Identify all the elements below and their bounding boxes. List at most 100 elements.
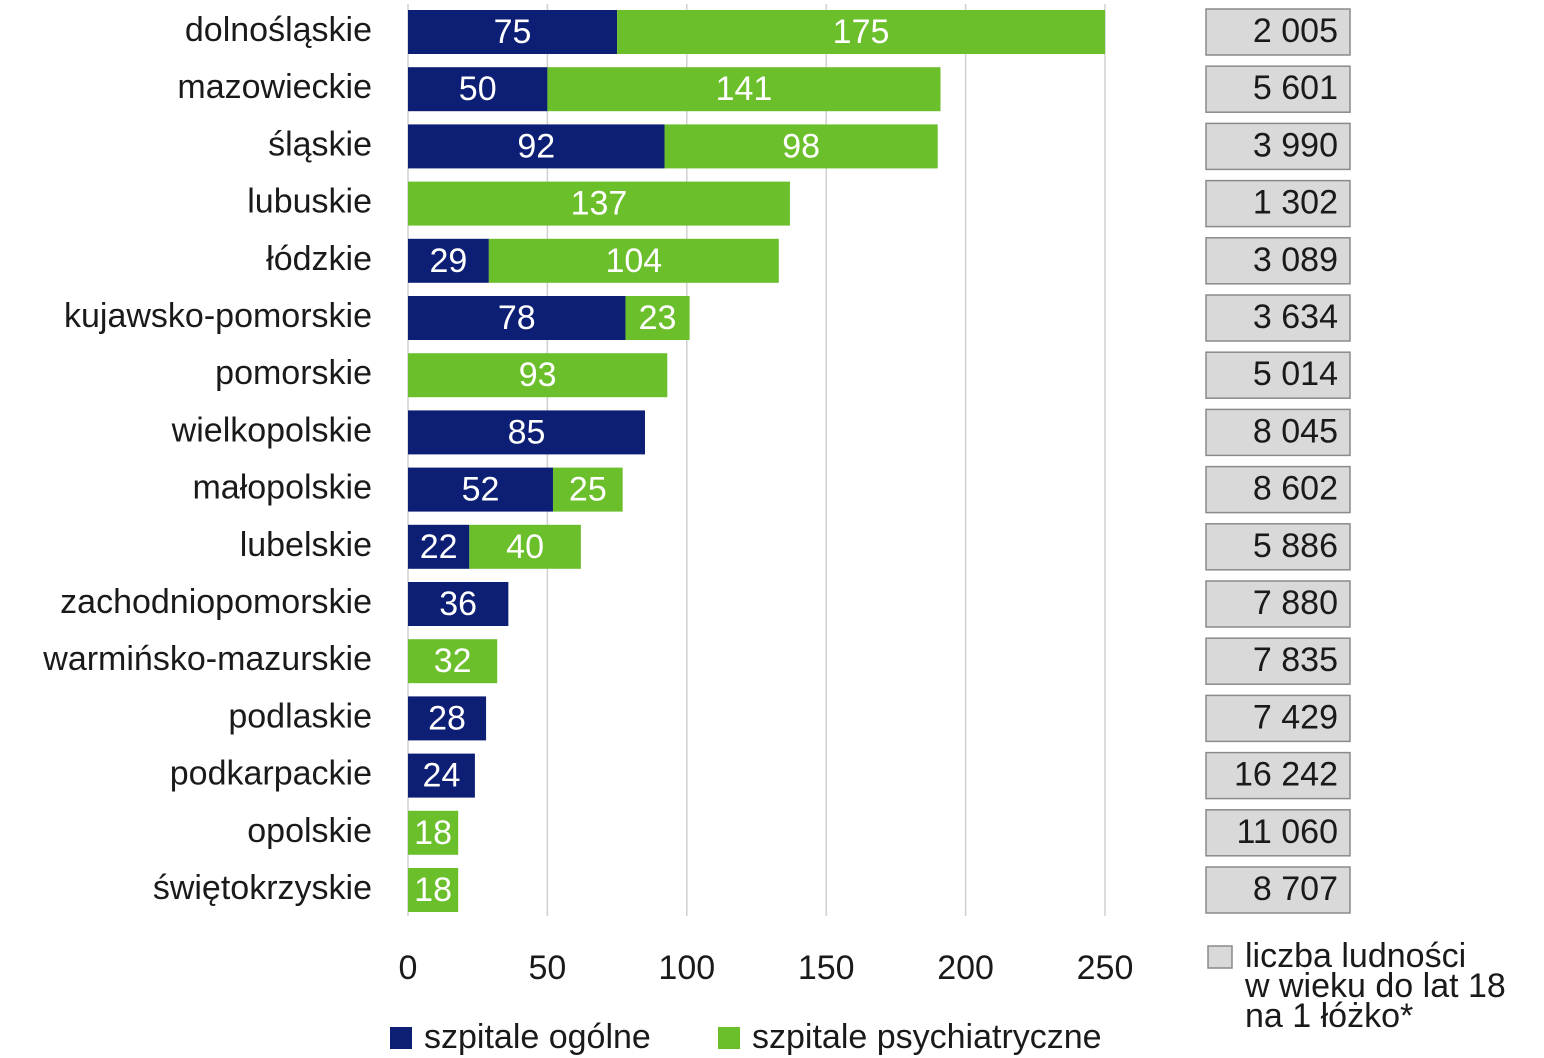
- y-tick-label: wielkopolskie: [171, 411, 372, 449]
- x-tick-label: 0: [399, 949, 418, 987]
- bar-segment: [408, 868, 459, 912]
- side-box: [1205, 179, 1351, 228]
- legend-label: szpitale psychiatryczne: [752, 1018, 1102, 1056]
- bar-segment: [408, 410, 645, 455]
- bar-segment: [408, 67, 548, 112]
- side-box: [1205, 122, 1351, 171]
- data-label: 78: [498, 299, 536, 337]
- data-label: 28: [428, 699, 466, 737]
- bar-segment: [664, 124, 938, 169]
- side-value-label: 8 707: [1253, 870, 1338, 908]
- side-box: [1205, 580, 1351, 628]
- bar-segment: [408, 524, 470, 569]
- bar-segment: [625, 296, 690, 340]
- side-box: [1205, 351, 1351, 399]
- bar-segment: [408, 582, 509, 626]
- x-tick-label: 200: [937, 949, 994, 987]
- data-label: 24: [423, 757, 461, 795]
- legend-swatch: [1207, 945, 1233, 969]
- x-tick-label: 250: [1077, 949, 1134, 987]
- y-tick-label: lubuskie: [247, 183, 372, 221]
- bar-segment: [408, 181, 790, 226]
- bar-segment: [408, 810, 459, 855]
- y-tick-label: dolnośląskie: [185, 11, 372, 49]
- bar-segment: [408, 238, 489, 283]
- bar-segment: [408, 296, 626, 340]
- legend-swatch: [390, 1027, 412, 1049]
- y-tick-label: zachodniopomorskie: [60, 583, 372, 621]
- data-label: 104: [605, 242, 662, 280]
- bar-segment: [469, 524, 581, 569]
- side-value-label: 8 602: [1253, 470, 1338, 508]
- side-value-label: 7 880: [1253, 584, 1338, 622]
- data-label: 18: [414, 871, 452, 909]
- side-value-label: 16 242: [1234, 756, 1338, 794]
- side-value-label: 5 601: [1253, 69, 1338, 107]
- y-tick-label: podkarpackie: [170, 755, 372, 793]
- side-value-label: 5 886: [1253, 527, 1338, 565]
- side-box: [1205, 65, 1351, 113]
- y-tick-label: łódzkie: [266, 240, 372, 278]
- x-tick-label: 100: [658, 949, 715, 987]
- legend-label: szpitale ogólne: [424, 1018, 651, 1056]
- y-tick-label: opolskie: [247, 812, 372, 850]
- x-tick-label: 150: [798, 949, 855, 987]
- bar-segment: [552, 467, 623, 512]
- side-box: [1205, 694, 1351, 743]
- side-value-label: 11 060: [1237, 813, 1338, 851]
- side-value-label: 7 429: [1253, 698, 1338, 736]
- data-label: 29: [430, 242, 468, 280]
- data-label: 50: [459, 70, 497, 108]
- data-label: 93: [519, 356, 557, 394]
- side-value-label: 2 005: [1253, 12, 1338, 50]
- bar-segment: [408, 353, 668, 398]
- legend-swatch: [718, 1027, 740, 1049]
- data-label: 141: [716, 70, 773, 108]
- side-value-label: 7 835: [1253, 641, 1338, 679]
- legend-label: liczba ludności: [1245, 937, 1466, 975]
- y-tick-label: kujawsko-pomorskie: [64, 297, 372, 335]
- bar-segment: [547, 67, 941, 112]
- side-value-label: 3 634: [1253, 298, 1338, 336]
- bar-segment: [408, 753, 475, 798]
- side-box: [1205, 523, 1351, 571]
- legend-label: na 1 łóżko*: [1245, 997, 1413, 1035]
- bar-segment: [617, 10, 1105, 54]
- data-label: 92: [517, 127, 555, 165]
- y-tick-label: warmińsko-mazurskie: [42, 640, 372, 678]
- side-value-label: 5 014: [1253, 355, 1338, 393]
- x-tick-label: 50: [528, 949, 566, 987]
- data-label: 98: [782, 127, 820, 165]
- data-label: 36: [439, 585, 477, 623]
- data-label: 32: [434, 642, 472, 680]
- data-label: 23: [639, 299, 677, 337]
- data-label: 25: [569, 471, 607, 509]
- side-box: [1205, 866, 1351, 914]
- data-label: 175: [833, 13, 890, 51]
- bar-segment: [408, 10, 618, 54]
- y-tick-label: lubelskie: [240, 526, 372, 564]
- y-tick-label: podlaskie: [228, 697, 372, 735]
- side-box: [1205, 408, 1351, 457]
- side-value-label: 3 990: [1253, 126, 1338, 164]
- bar-segment: [408, 124, 665, 169]
- y-tick-label: mazowieckie: [177, 68, 372, 106]
- side-box: [1205, 237, 1351, 285]
- side-value-label: 3 089: [1253, 241, 1338, 279]
- data-label: 22: [420, 528, 458, 566]
- data-label: 40: [506, 528, 544, 566]
- bar-segment: [488, 238, 779, 283]
- bar-segment: [408, 639, 498, 684]
- y-tick-label: śląskie: [268, 125, 372, 163]
- side-box: [1205, 637, 1351, 685]
- data-label: 52: [462, 471, 500, 509]
- data-label: 75: [494, 13, 532, 51]
- y-tick-label: świętokrzyskie: [153, 869, 372, 907]
- side-value-label: 1 302: [1253, 184, 1338, 222]
- side-box: [1205, 809, 1351, 857]
- side-box: [1205, 465, 1351, 514]
- side-box: [1205, 751, 1351, 800]
- data-label: 85: [508, 413, 546, 451]
- bar-segment: [408, 696, 487, 741]
